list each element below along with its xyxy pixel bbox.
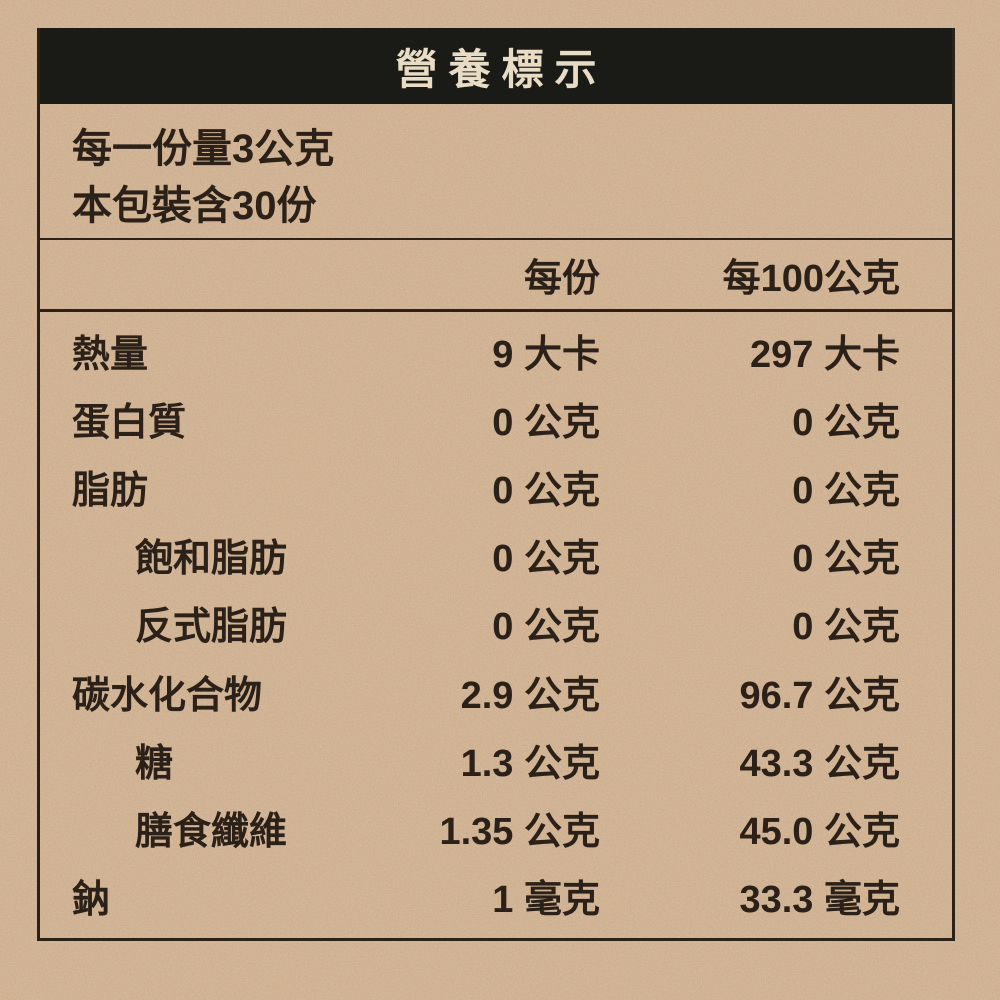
table-row: 蛋白質 0 公克 0 公克	[40, 384, 900, 452]
nutrition-title: 營養標示	[395, 45, 608, 93]
per-serving-value: 1.3 公克	[460, 742, 600, 785]
nutrient-label: 熱量	[72, 333, 149, 376]
nutrient-label: 碳水化合物	[72, 674, 263, 717]
per-100g-value: 45.0 公克	[739, 811, 900, 854]
per-serving-value: 0 公克	[492, 538, 600, 581]
per-100g-value: 297 大卡	[750, 333, 900, 376]
column-header-per-100g: 每100公克	[722, 258, 900, 300]
table-row: 糖 1.3 公克 43.3 公克	[40, 725, 900, 793]
table-row: 脂肪 0 公克 0 公克	[40, 452, 900, 520]
nutrition-label: 營養標示 每一份量3公克 本包裝含30份 每份 每100公克 熱量 9 大卡 297…	[37, 28, 955, 941]
per-100g-value: 0 公克	[792, 470, 900, 513]
per-100g-value: 0 公克	[792, 401, 900, 444]
per-serving-value: 9 大卡	[492, 333, 600, 376]
table-row: 膳食纖維 1.35 公克 45.0 公克	[40, 794, 900, 862]
per-100g-value: 96.7 公克	[739, 674, 900, 717]
nutrient-label: 蛋白質	[72, 401, 187, 444]
column-header-per-serving: 每份	[523, 258, 600, 300]
table-row: 熱量 9 大卡 297 大卡	[40, 316, 900, 384]
table-row: 飽和脂肪 0 公克 0 公克	[40, 521, 900, 589]
nutrient-label: 鈉	[72, 879, 111, 922]
per-serving-value: 0 公克	[492, 606, 600, 649]
per-serving-value: 1 毫克	[492, 879, 600, 922]
table-row: 碳水化合物 2.9 公克 96.7 公克	[40, 657, 900, 725]
nutrition-title-bar: 營養標示	[40, 28, 952, 104]
per-100g-value: 43.3 公克	[739, 742, 900, 785]
servings-per-package-line: 本包裝含30份	[72, 184, 317, 228]
per-serving-value: 0 公克	[492, 401, 600, 444]
per-100g-value: 0 公克	[792, 538, 900, 581]
table-row: 反式脂肪 0 公克 0 公克	[40, 589, 900, 657]
table-row: 鈉 1 毫克 33.3 毫克	[40, 862, 900, 930]
per-100g-value: 33.3 毫克	[739, 879, 900, 922]
nutrient-label: 反式脂肪	[135, 606, 288, 649]
nutrient-label: 脂肪	[72, 470, 149, 513]
nutrient-label: 飽和脂肪	[135, 538, 288, 581]
column-headers: 每份 每100公克	[40, 240, 952, 312]
serving-info: 每一份量3公克 本包裝含30份	[40, 104, 952, 240]
nutrition-rows: 熱量 9 大卡 297 大卡 蛋白質 0 公克 0 公克 脂肪 0 公克 0 公克 飽和脂肪 0 公…	[40, 312, 952, 938]
nutrient-label: 膳食纖維	[135, 811, 288, 854]
nutrient-label: 糖	[135, 742, 174, 785]
per-100g-value: 0 公克	[792, 606, 900, 649]
serving-size-line: 每一份量3公克	[72, 127, 335, 171]
per-serving-value: 0 公克	[492, 470, 600, 513]
per-serving-value: 1.35 公克	[439, 811, 600, 854]
per-serving-value: 2.9 公克	[460, 674, 600, 717]
